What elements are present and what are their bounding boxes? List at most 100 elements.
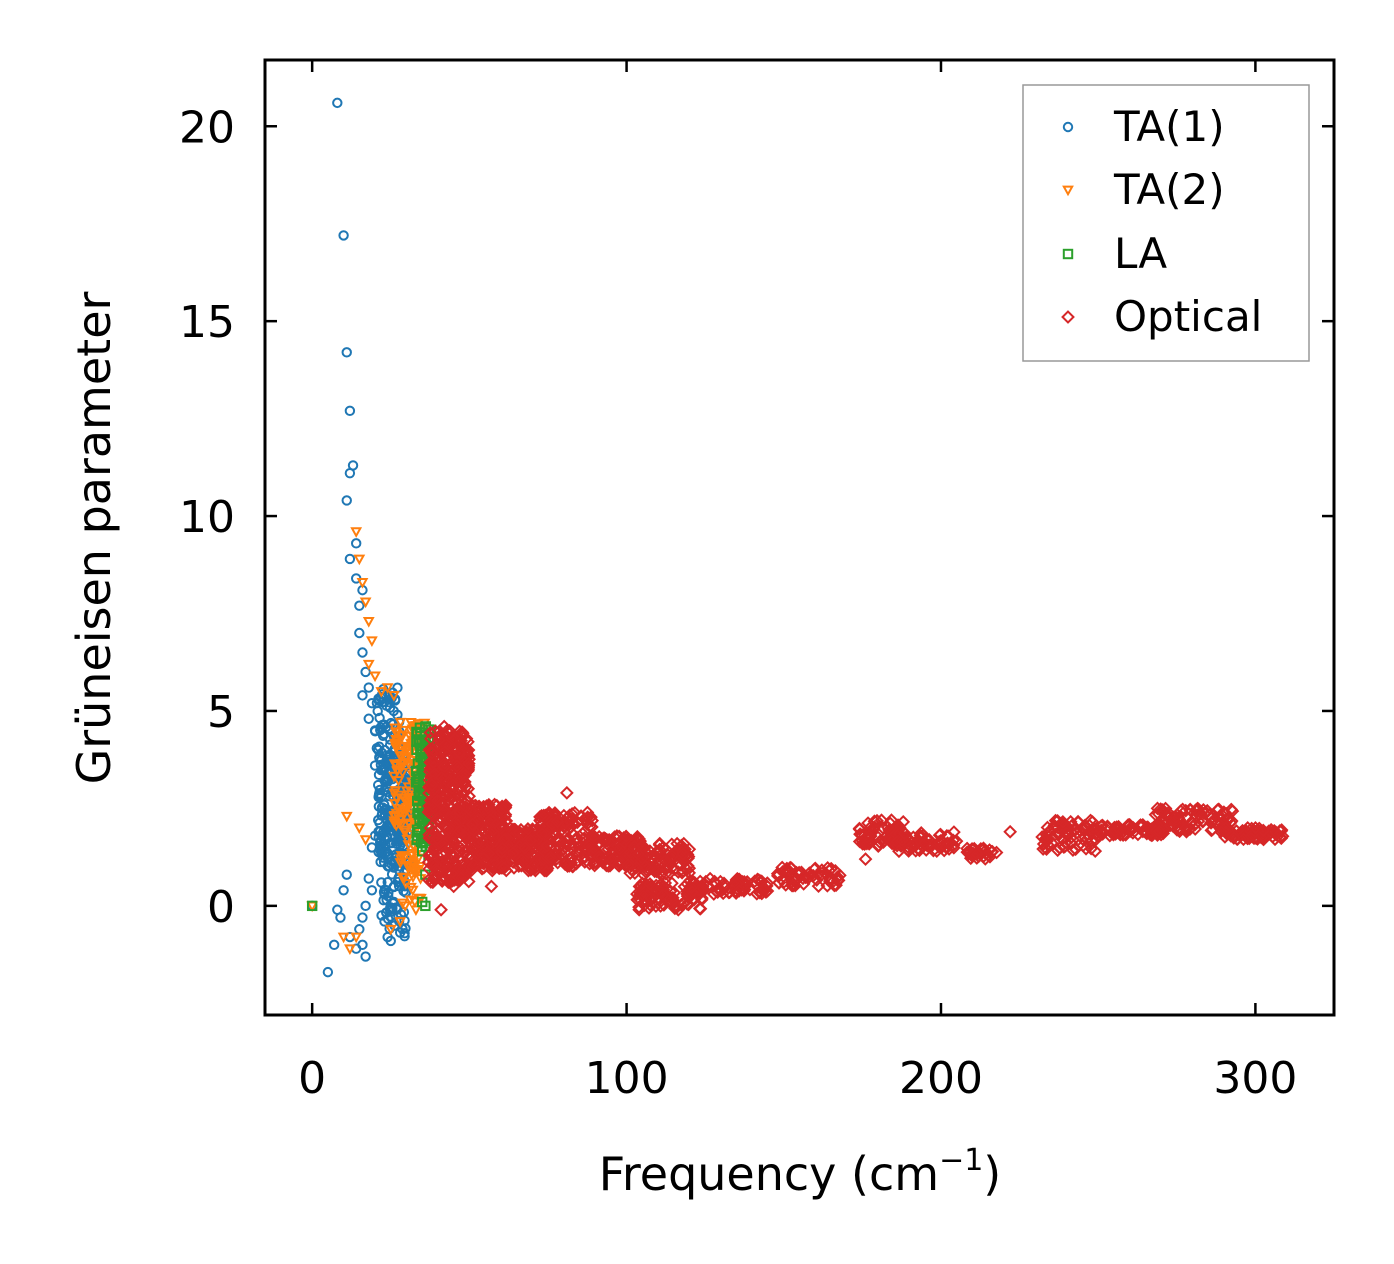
data-point xyxy=(375,687,388,698)
data-point xyxy=(406,885,419,897)
data-point xyxy=(357,690,368,701)
data-point xyxy=(434,902,448,917)
data-point xyxy=(538,808,553,823)
data-point xyxy=(439,789,454,804)
data-point xyxy=(1116,824,1130,839)
data-point xyxy=(632,900,646,914)
data-point xyxy=(410,905,422,917)
data-point xyxy=(429,858,444,873)
data-point xyxy=(521,822,535,836)
data-point xyxy=(932,836,947,850)
data-point xyxy=(357,647,368,658)
data-point xyxy=(453,821,468,836)
data-point xyxy=(451,787,466,802)
data-point xyxy=(390,734,402,746)
x-tick-label: 300 xyxy=(1213,1053,1297,1104)
data-point xyxy=(562,858,577,872)
data-point xyxy=(424,805,439,820)
legend-marker-optical xyxy=(1061,310,1075,324)
data-point xyxy=(393,790,406,802)
data-point xyxy=(858,852,873,866)
data-point xyxy=(393,832,404,844)
data-point xyxy=(422,827,437,842)
data-point xyxy=(425,875,440,890)
data-point xyxy=(1082,830,1096,844)
data-point xyxy=(1226,831,1241,845)
data-point xyxy=(359,597,372,609)
data-point xyxy=(786,878,800,893)
data-point xyxy=(681,859,695,873)
data-point xyxy=(511,859,526,874)
data-point xyxy=(760,876,775,890)
data-point xyxy=(341,347,352,358)
data-point xyxy=(543,850,558,865)
data-point xyxy=(1083,813,1098,828)
data-point xyxy=(852,821,867,836)
data-point xyxy=(1035,830,1050,844)
data-point xyxy=(558,857,572,872)
data-point xyxy=(1269,825,1284,840)
data-point xyxy=(1068,822,1083,837)
data-point xyxy=(393,804,406,815)
data-point xyxy=(926,843,941,858)
data-point xyxy=(338,885,349,896)
data-point xyxy=(549,833,563,848)
data-point xyxy=(411,867,424,878)
data-point xyxy=(636,889,651,903)
data-point xyxy=(1191,814,1206,828)
data-point xyxy=(783,860,798,875)
data-point xyxy=(1178,803,1193,818)
data-point xyxy=(372,814,384,826)
data-point xyxy=(495,841,510,856)
data-point xyxy=(385,935,396,947)
data-point xyxy=(667,885,682,900)
data-point xyxy=(1040,837,1055,852)
data-point xyxy=(341,869,352,880)
data-point xyxy=(663,884,678,899)
data-point xyxy=(322,966,334,978)
data-point xyxy=(463,803,478,818)
axis-ticks: 0 100 200 300 0 5 10 15 20 xyxy=(179,60,1334,1104)
data-point xyxy=(498,799,513,814)
data-point xyxy=(373,769,385,781)
data-point xyxy=(354,924,365,935)
data-point xyxy=(377,802,388,813)
data-point xyxy=(545,817,559,831)
data-point xyxy=(743,882,757,897)
x-tick-label: 200 xyxy=(899,1053,983,1104)
data-point xyxy=(432,815,447,829)
data-point xyxy=(437,744,452,759)
data-point xyxy=(454,733,468,748)
data-point xyxy=(455,797,470,812)
data-point xyxy=(494,802,509,816)
data-point xyxy=(1059,826,1074,841)
data-point xyxy=(1178,821,1193,835)
data-point xyxy=(523,833,538,848)
data-point xyxy=(832,868,847,883)
data-point xyxy=(989,845,1004,860)
data-point xyxy=(427,841,442,855)
data-point xyxy=(692,901,707,916)
data-point xyxy=(382,851,393,863)
data-point xyxy=(534,808,549,823)
data-point xyxy=(1188,803,1203,817)
data-point xyxy=(402,782,415,793)
legend-label-optical: Optical xyxy=(1114,292,1262,341)
data-point xyxy=(1122,817,1137,832)
data-point xyxy=(442,869,457,884)
data-point xyxy=(425,778,440,792)
data-point xyxy=(813,868,828,883)
data-point xyxy=(369,671,381,683)
data-point xyxy=(631,847,646,862)
legend-marker-symbol xyxy=(1061,310,1075,324)
data-point xyxy=(366,636,378,648)
data-point xyxy=(388,881,400,892)
data-point xyxy=(392,682,403,693)
data-point xyxy=(557,825,572,839)
data-point xyxy=(729,886,743,900)
data-point xyxy=(385,717,397,729)
data-point xyxy=(612,841,627,856)
data-point xyxy=(676,843,691,858)
data-point xyxy=(497,861,511,876)
data-point xyxy=(426,856,440,871)
